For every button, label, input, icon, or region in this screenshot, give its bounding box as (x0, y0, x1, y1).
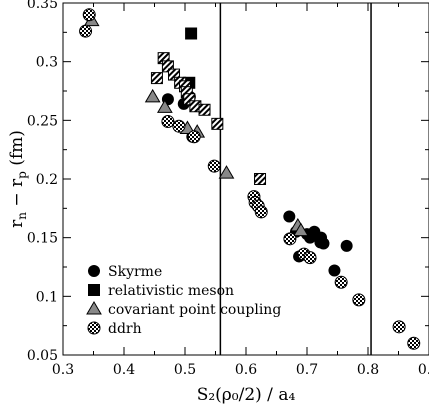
y-label-sub-n: n (15, 212, 29, 220)
data-point-checker-circle (82, 8, 96, 22)
legend-label: relativistic meson (108, 283, 234, 299)
series-triangle (83, 12, 309, 237)
data-point-checker-circle (187, 130, 201, 144)
series-checker-square (150, 52, 267, 185)
x-tick-label: 0.6 (235, 362, 257, 378)
data-point-checker-circle (303, 251, 317, 265)
data-point-checker-square (150, 72, 163, 85)
legend-marker-triangle (86, 301, 102, 315)
data-point-checker-square (211, 117, 224, 130)
y-label-main: r (7, 219, 27, 228)
legend-label: ddrh (108, 321, 142, 337)
y-tick-label: 0.2 (36, 172, 58, 188)
y-tick-label: 0.35 (27, 0, 58, 12)
x-tick-label: 0.5 (174, 362, 196, 378)
data-point-triangle (218, 165, 235, 179)
data-point-square (185, 27, 198, 40)
data-point-checker-circle (352, 293, 366, 307)
legend-marker-square (88, 284, 100, 296)
x-tick-label: 0.9 (418, 362, 429, 378)
data-point-triangle (156, 99, 173, 113)
data-point-circle (340, 239, 353, 252)
legend-marker-circle (88, 265, 100, 277)
x-tick-label: 0.7 (296, 362, 318, 378)
data-point-triangle (144, 88, 161, 103)
data-point-checker-circle (254, 205, 268, 219)
data-point-checker-square (168, 68, 181, 81)
y-tick-label: 0.3 (36, 55, 58, 71)
data-point-checker-circle (161, 115, 175, 129)
legend: Skyrme relativistic meson covariant point … (86, 264, 281, 337)
x-tick-label: 0.4 (113, 362, 135, 378)
data-point-checker-square (254, 173, 267, 185)
data-point-checker-circle (172, 119, 186, 133)
legend-label: Skyrme (108, 264, 162, 280)
vertical-lines (219, 3, 372, 355)
data-points (79, 8, 421, 350)
data-point-checker-circle (392, 320, 406, 334)
data-point-checker-square (198, 103, 211, 116)
data-point-checker-circle (79, 24, 93, 38)
data-point-circle (314, 236, 327, 249)
legend-marker-checker-circle (87, 321, 101, 335)
axis-ticks: 0.3 0.4 0.5 0.6 0.7 0.8 0.9 0.05 0.1 0.15 0.2 0.25 0… (27, 0, 429, 378)
y-tick-label: 0.15 (27, 231, 58, 247)
legend-label: covariant point coupling (108, 302, 281, 318)
data-point-triangle (293, 222, 309, 237)
data-point-checker-circle (334, 275, 348, 289)
data-point-checker-circle (407, 336, 421, 350)
series-checker-circle (79, 8, 421, 350)
x-axis-label: S₂(ρ₀/2) / a₄ (197, 385, 296, 405)
y-tick-label: 0.1 (36, 289, 58, 305)
y-label-sub-p: p (15, 171, 29, 179)
x-tick-label: 0.8 (357, 362, 379, 378)
data-point-checker-circle (283, 232, 297, 246)
data-point-checker-circle (207, 159, 221, 173)
y-axis-label: rn − rp (fm) (7, 130, 29, 228)
data-point-checker-square (183, 93, 196, 106)
data-point-checker-square (161, 60, 174, 73)
y-tick-label: 0.25 (27, 113, 58, 129)
data-point-circle (283, 210, 296, 223)
y-label-unit: (fm) (7, 130, 27, 171)
y-label-sep: − r (7, 178, 27, 212)
y-tick-label: 0.05 (27, 348, 58, 364)
x-tick-label: 0.3 (52, 362, 74, 378)
data-point-circle (328, 264, 341, 277)
